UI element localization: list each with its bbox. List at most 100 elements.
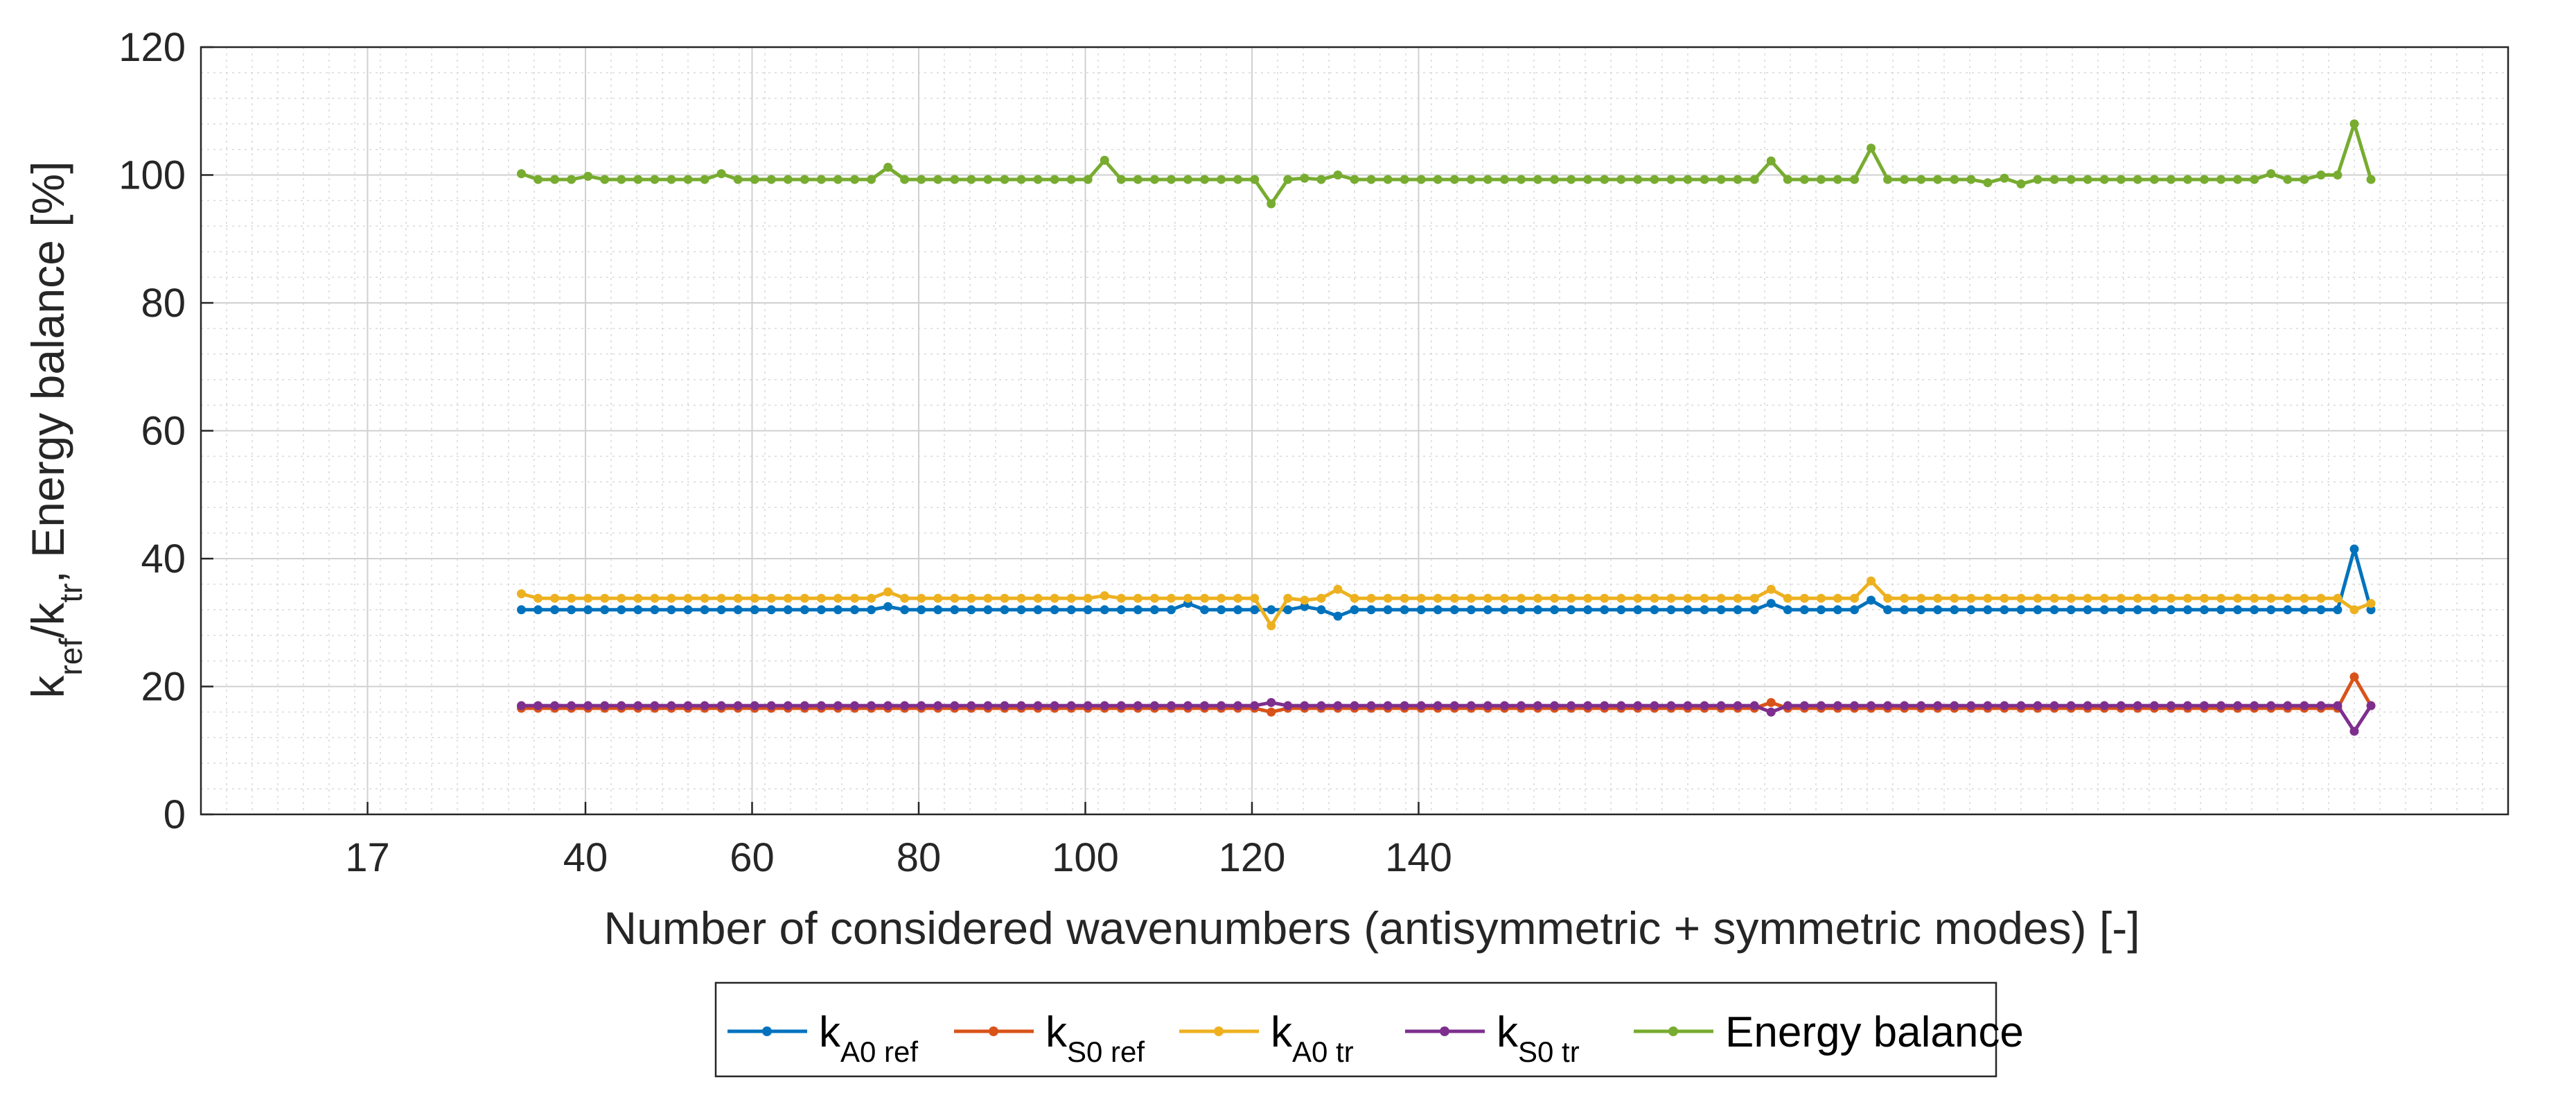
data-point bbox=[2116, 701, 2126, 710]
data-point bbox=[933, 605, 943, 615]
data-point bbox=[1483, 605, 1492, 615]
data-point bbox=[2200, 605, 2209, 615]
data-point bbox=[2149, 175, 2159, 184]
data-point bbox=[1466, 605, 1476, 615]
data-point bbox=[1400, 701, 1409, 710]
x-axis-label: Number of considered wavenumbers (antisy… bbox=[603, 902, 2140, 954]
data-point bbox=[1267, 707, 1276, 717]
data-point bbox=[750, 701, 759, 710]
data-point bbox=[2133, 605, 2142, 615]
data-point bbox=[1499, 701, 1509, 710]
legend-item: Energy balance bbox=[1634, 1008, 2024, 1056]
data-point bbox=[1533, 701, 1543, 710]
data-point bbox=[1700, 605, 1709, 615]
series-k_a0-ref bbox=[517, 544, 2376, 621]
data-point bbox=[2316, 701, 2326, 710]
data-point bbox=[2250, 593, 2259, 603]
data-point bbox=[1217, 593, 1226, 603]
data-point bbox=[1066, 175, 1076, 184]
data-point bbox=[967, 605, 976, 615]
data-point bbox=[1383, 593, 1393, 603]
data-point bbox=[1100, 591, 1109, 601]
y-tick-label: 100 bbox=[118, 153, 186, 198]
data-point bbox=[1950, 593, 1959, 603]
legend-box bbox=[714, 981, 1997, 1078]
data-point bbox=[2000, 605, 2009, 615]
data-point bbox=[1517, 605, 1526, 615]
data-point bbox=[1783, 175, 1792, 184]
data-point bbox=[1650, 605, 1659, 615]
data-point bbox=[766, 701, 776, 710]
data-point bbox=[1683, 593, 1693, 603]
data-point bbox=[1916, 605, 1926, 615]
data-point bbox=[1550, 175, 1560, 184]
data-point bbox=[1567, 593, 1576, 603]
data-point bbox=[1100, 155, 1109, 165]
data-point bbox=[1350, 593, 1359, 603]
data-point bbox=[1933, 701, 1943, 710]
data-point bbox=[2183, 175, 2192, 184]
data-point bbox=[983, 701, 993, 710]
data-point bbox=[650, 701, 660, 710]
data-point bbox=[1550, 605, 1560, 615]
data-point bbox=[2300, 701, 2309, 710]
data-point bbox=[2049, 605, 2059, 615]
data-point bbox=[1416, 605, 1426, 615]
data-point bbox=[1050, 605, 1059, 615]
data-point bbox=[1833, 175, 1842, 184]
data-point bbox=[1183, 175, 1192, 184]
data-point bbox=[533, 593, 543, 603]
data-point bbox=[1783, 701, 1792, 710]
data-point bbox=[2283, 175, 2293, 184]
data-point bbox=[1650, 175, 1659, 184]
series-k_a0-tr bbox=[517, 576, 2376, 631]
data-point bbox=[1350, 701, 1359, 710]
data-point bbox=[800, 605, 809, 615]
data-point bbox=[1200, 605, 1210, 615]
data-point bbox=[816, 593, 826, 603]
data-point bbox=[2116, 605, 2126, 615]
data-point bbox=[2016, 179, 2026, 189]
data-point bbox=[833, 175, 843, 184]
data-point bbox=[1083, 701, 1093, 710]
data-point bbox=[2316, 593, 2326, 603]
data-point bbox=[1517, 701, 1526, 710]
data-point bbox=[1116, 593, 1126, 603]
data-point bbox=[1000, 175, 1009, 184]
series-line bbox=[521, 701, 2373, 733]
data-point bbox=[900, 701, 910, 710]
data-point bbox=[1633, 593, 1643, 603]
data-point bbox=[1217, 701, 1226, 710]
data-point bbox=[700, 605, 709, 615]
data-point bbox=[1700, 593, 1709, 603]
data-point bbox=[1983, 701, 1993, 710]
data-point bbox=[1567, 605, 1576, 615]
y-tick-label: 120 bbox=[118, 25, 186, 70]
data-point bbox=[2116, 593, 2126, 603]
data-point bbox=[1916, 593, 1926, 603]
data-point bbox=[783, 605, 793, 615]
data-point bbox=[1833, 593, 1842, 603]
data-point bbox=[967, 701, 976, 710]
data-point bbox=[967, 175, 976, 184]
data-point bbox=[1217, 605, 1226, 615]
data-point bbox=[1233, 701, 1243, 710]
data-point bbox=[1050, 593, 1059, 603]
data-point bbox=[800, 593, 809, 603]
data-point bbox=[2166, 593, 2176, 603]
legend-item: kS0 tr bbox=[1405, 1008, 1580, 1068]
data-point bbox=[1950, 605, 1959, 615]
data-point bbox=[2200, 175, 2209, 184]
data-point bbox=[567, 701, 576, 710]
data-point bbox=[883, 602, 893, 611]
data-point bbox=[2083, 701, 2092, 710]
data-point bbox=[2316, 605, 2326, 615]
data-point bbox=[1133, 605, 1143, 615]
data-point bbox=[2250, 701, 2259, 710]
data-point bbox=[1900, 605, 1909, 615]
data-point bbox=[983, 593, 993, 603]
data-point bbox=[1600, 593, 1609, 603]
data-point bbox=[1033, 605, 1043, 615]
data-point bbox=[1850, 605, 1859, 615]
data-point bbox=[1166, 175, 1176, 184]
